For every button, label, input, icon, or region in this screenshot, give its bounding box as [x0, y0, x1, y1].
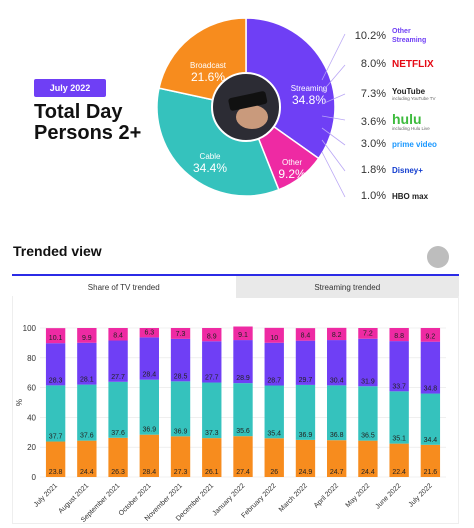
legend-brand-label: prime video: [392, 139, 437, 149]
title-line-2: Persons 2+: [34, 122, 142, 144]
chart-panel: [12, 296, 459, 524]
pie-value-streaming: 34.8%: [292, 93, 326, 107]
pie-label-other: Other: [282, 158, 302, 167]
legend-percent: 3.6%: [360, 116, 386, 128]
legend-brand-label: hulu: [392, 111, 422, 127]
legend-percent: 1.0%: [360, 190, 386, 202]
legend-brand-label: Other Streaming: [392, 28, 427, 44]
prime-video-logo: prime video: [392, 140, 437, 149]
hbo-max-logo: HBO max: [392, 192, 428, 201]
page-title: Total Day Persons 2+: [34, 102, 154, 144]
pie-label-streaming: Streaming: [291, 84, 327, 93]
legend-connector-line: [321, 127, 346, 146]
legend-connector-line: [321, 115, 346, 121]
legend-connector-line: [321, 151, 346, 198]
youtube-logo: YouTube including YouTube TV: [392, 87, 436, 101]
pie-label-broadcast: Broadcast: [190, 61, 227, 70]
legend-brand-sublabel: including YouTube TV: [392, 96, 436, 101]
pie-slice-streaming: [245, 17, 336, 160]
legend-brand-sublabel: including Hulu Live: [392, 126, 430, 131]
pie-value-broadcast: 21.6%: [191, 70, 225, 84]
hulu-logo: hulu including Hulu Live: [392, 111, 430, 131]
remote-icon: [228, 91, 268, 111]
legend-row: 3.0% prime video: [340, 138, 437, 150]
legend-brand-label: NETFLIX: [392, 58, 434, 70]
tab-streaming-trended[interactable]: Streaming trended: [314, 282, 381, 292]
other-streaming-logo: Other Streaming: [392, 27, 432, 45]
pie-label-cable: Cable: [200, 152, 221, 161]
legend-row: 7.3% YouTube including YouTube TV: [340, 87, 436, 101]
legend-brand-label: Disney+: [392, 165, 423, 175]
legend-row: 3.6% hulu including Hulu Live: [340, 111, 430, 131]
netflix-logo: NETFLIX: [392, 58, 434, 70]
legend-brand-label: YouTube: [392, 87, 426, 96]
legend-percent: 3.0%: [360, 138, 386, 150]
title-line-1: Total Day: [34, 101, 123, 123]
legend-row: 10.2% Other Streaming: [340, 27, 432, 45]
hand-shape: [236, 105, 268, 129]
legend-percent: 8.0%: [360, 58, 386, 70]
legend-connector-line: [321, 33, 346, 81]
legend-percent: 1.8%: [360, 164, 386, 176]
disney-plus-logo: Disney+: [392, 166, 423, 175]
legend-brand-label: HBO max: [392, 191, 429, 201]
legend-percent: 10.2%: [354, 30, 386, 42]
legend-row: 8.0% NETFLIX: [340, 58, 434, 70]
pie-value-cable: 34.4%: [193, 161, 227, 175]
info-circle-icon[interactable]: [427, 246, 449, 268]
legend-connector-line: [321, 64, 346, 93]
date-badge: July 2022: [34, 79, 106, 97]
tab-bar: Share of TV trended Streaming trended: [12, 274, 459, 298]
section-title: Trended view: [13, 243, 102, 259]
legend-row: 1.0% HBO max: [340, 190, 428, 202]
legend-connector-line: [321, 139, 346, 172]
tab-share-of-tv[interactable]: Share of TV trended: [12, 276, 236, 298]
legend-percent: 7.3%: [360, 88, 386, 100]
legend-connector-line: [321, 93, 346, 105]
legend-row: 1.8% Disney+: [340, 164, 423, 176]
pie-value-other: 9.2%: [278, 167, 306, 181]
